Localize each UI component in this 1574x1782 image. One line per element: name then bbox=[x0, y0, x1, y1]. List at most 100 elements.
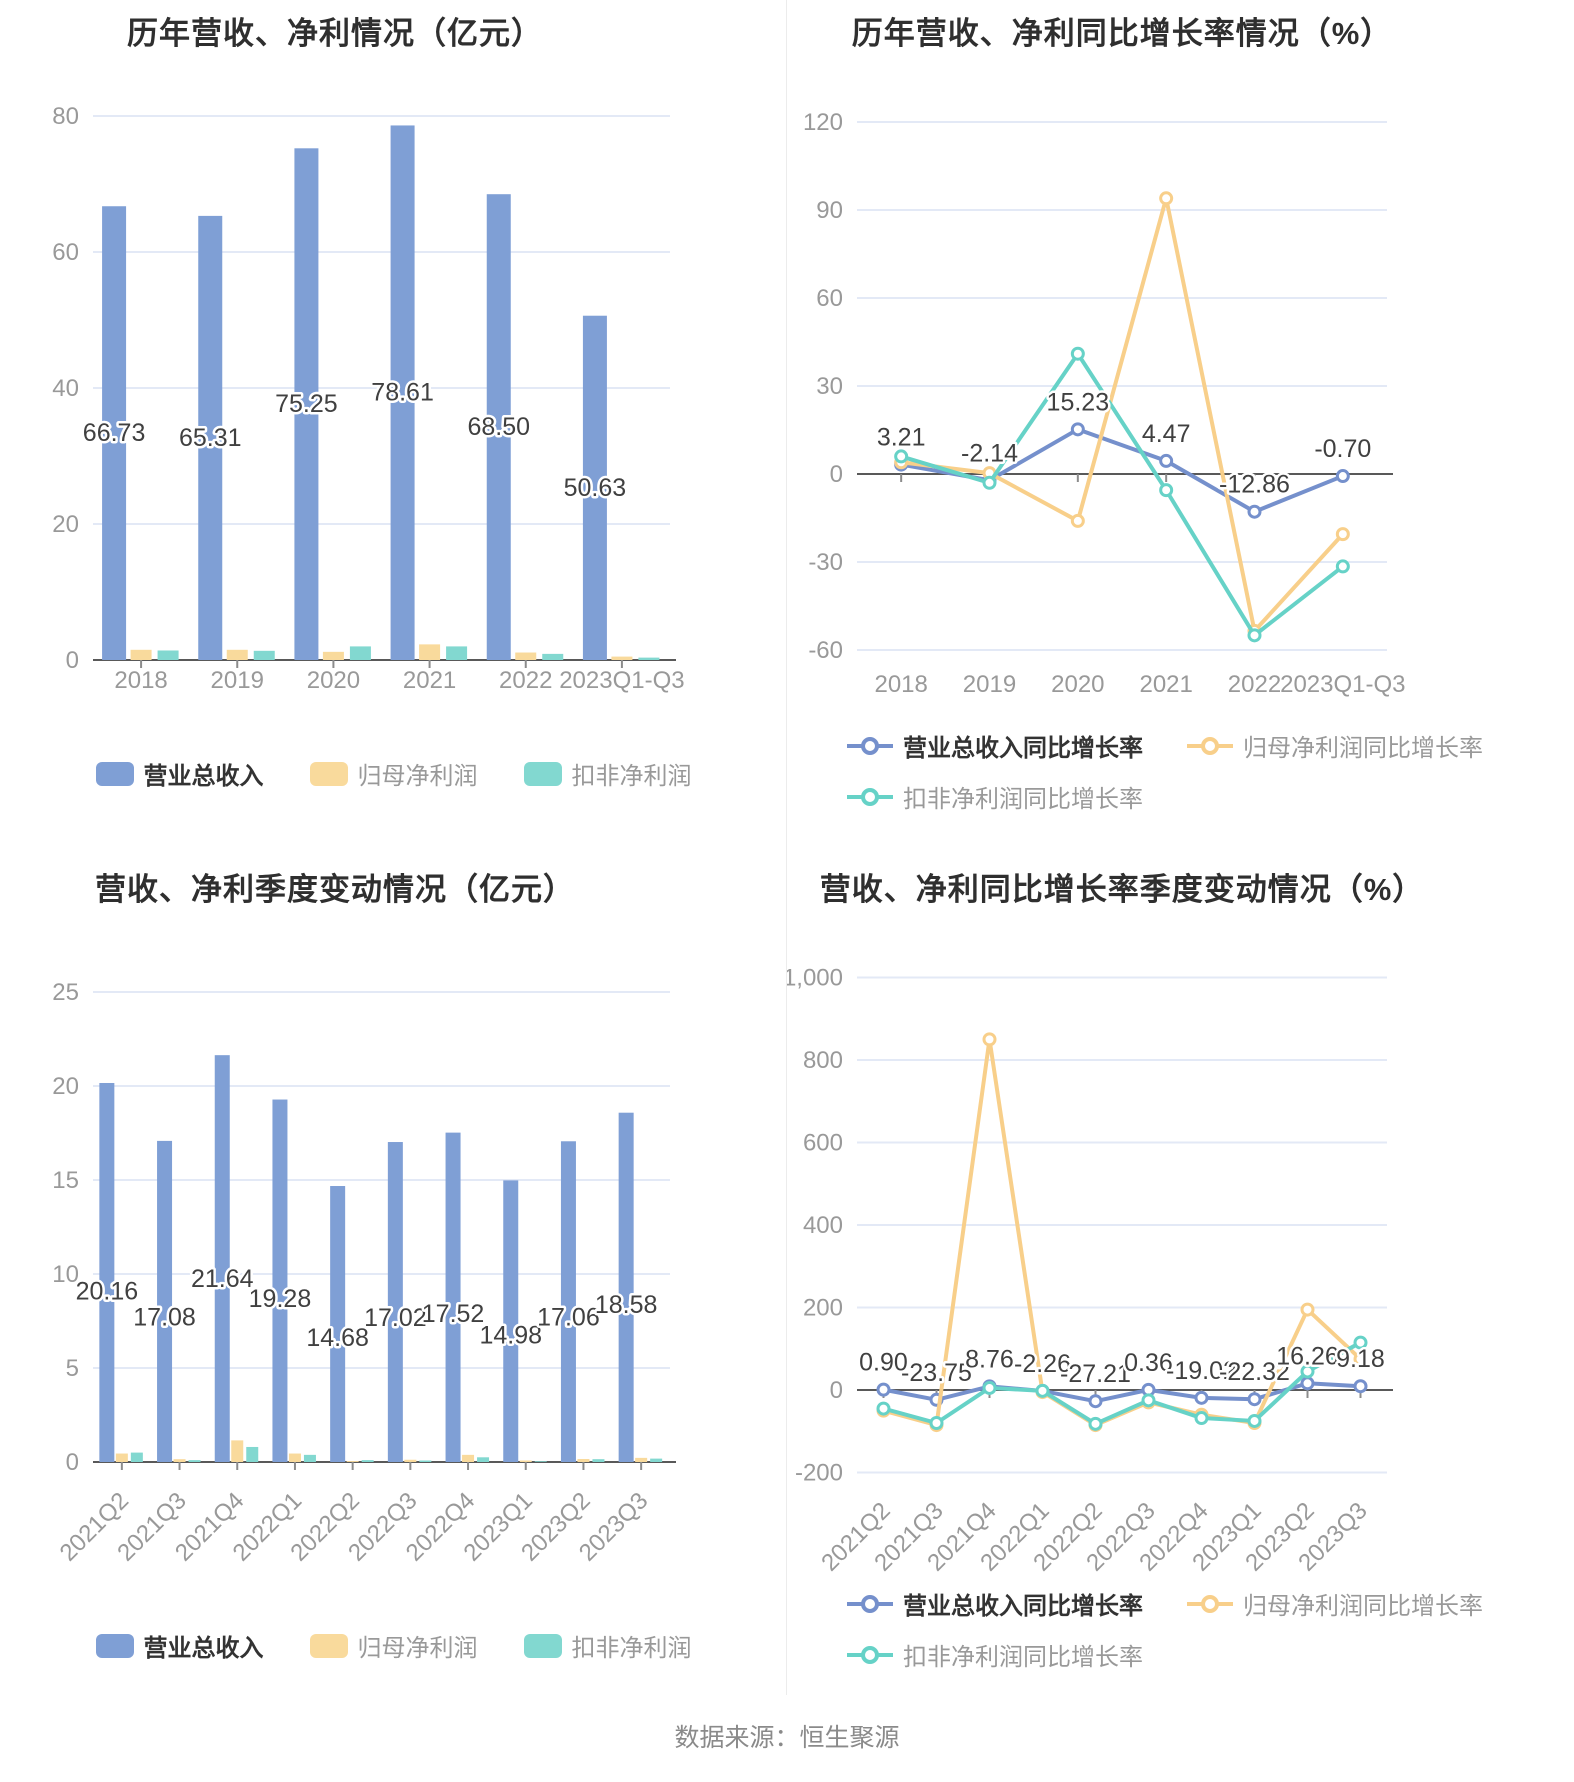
annual-growth-chart: -60 -30 0 30 60 90 120 2018 2019 2020 2021 20222023… bbox=[803, 109, 1406, 698]
deducted-profit-swatch-icon bbox=[523, 1633, 562, 1658]
svg-text:20: 20 bbox=[52, 511, 79, 538]
net-profit-growth-line-marker-icon bbox=[1187, 736, 1233, 756]
legend-label: 归母净利润同比增长率 bbox=[1243, 735, 1483, 762]
legend-row: 扣非净利润同比增长率 bbox=[847, 779, 1547, 814]
svg-text:2020: 2020 bbox=[307, 667, 360, 694]
svg-text:0.36: 0.36 bbox=[1124, 1349, 1173, 1377]
deducted-profit-growth-line-marker-icon bbox=[847, 787, 893, 807]
legend-label: 归母净利润同比增长率 bbox=[1243, 1593, 1483, 1620]
quarterly-values-title: 营收、净利季度变动情况（亿元） bbox=[95, 872, 575, 907]
annual-values-title: 历年营收、净利情况（亿元） bbox=[127, 16, 543, 51]
legend-item-total-revenue-growth[interactable]: 营业总收入同比增长率 bbox=[847, 1586, 1143, 1621]
deducted-profit-growth-line-marker-icon bbox=[847, 1645, 893, 1665]
total-revenue-growth-line-marker-icon bbox=[847, 736, 893, 756]
svg-text:-2.14: -2.14 bbox=[961, 439, 1018, 467]
svg-text:30: 30 bbox=[816, 373, 843, 400]
svg-text:-27.21: -27.21 bbox=[1060, 1360, 1131, 1388]
svg-text:2019: 2019 bbox=[211, 667, 264, 694]
svg-text:19.28: 19.28 bbox=[249, 1285, 312, 1313]
svg-text:0: 0 bbox=[66, 647, 79, 674]
legend-label: 营业总收入同比增长率 bbox=[903, 1593, 1143, 1620]
svg-text:-19.02: -19.02 bbox=[1166, 1357, 1237, 1385]
legend-item-deducted-profit-growth[interactable]: 扣非净利润同比增长率 bbox=[847, 779, 1143, 814]
total-revenue-swatch-icon bbox=[95, 761, 134, 786]
svg-text:20: 20 bbox=[52, 1073, 79, 1100]
svg-text:15.23: 15.23 bbox=[1047, 388, 1110, 416]
quarterly-growth-title: 营收、净利同比增长率季度变动情况（%） bbox=[819, 872, 1425, 907]
svg-text:0.90: 0.90 bbox=[859, 1349, 908, 1377]
svg-text:17.06: 17.06 bbox=[537, 1304, 600, 1332]
svg-text:600: 600 bbox=[803, 1130, 843, 1157]
svg-text:90: 90 bbox=[816, 197, 843, 224]
legend-item-net-profit-growth[interactable]: 归母净利润同比增长率 bbox=[1187, 1586, 1483, 1621]
annual-values-chart: 0 20 40 60 80 2018 2019 2020 2021 2022 2023Q1-Q3 66… bbox=[52, 103, 684, 694]
quarterly-values-legend: 营业总收入 归母净利润 扣非净利润 bbox=[95, 1628, 692, 1663]
svg-text:17.52: 17.52 bbox=[422, 1300, 485, 1328]
quarterly-growth-legend: 营业总收入同比增长率 归母净利润同比增长率扣非净利润同比增长率 bbox=[847, 1586, 1547, 1672]
legend-item-net-profit[interactable]: 归母净利润 bbox=[309, 1628, 478, 1663]
svg-text:14.98: 14.98 bbox=[479, 1321, 542, 1349]
data-source: 数据来源：恒生聚源 bbox=[674, 1724, 900, 1752]
legend-item-total-revenue[interactable]: 营业总收入 bbox=[95, 1628, 264, 1663]
annual-growth-legend: 营业总收入同比增长率 归母净利润同比增长率扣非净利润同比增长率 bbox=[847, 728, 1547, 814]
svg-text:1,000: 1,000 bbox=[787, 965, 843, 992]
legend-item-total-revenue-growth[interactable]: 营业总收入同比增长率 bbox=[847, 728, 1143, 763]
panel-quarterly-growth: 营收、净利同比增长率季度变动情况（%） -200 0 200 400 600 800 1,0… bbox=[787, 830, 1574, 1695]
legend-item-net-profit-growth[interactable]: 归母净利润同比增长率 bbox=[1187, 728, 1483, 763]
svg-text:75.25: 75.25 bbox=[275, 390, 338, 418]
legend-item-deducted-profit[interactable]: 扣非净利润 bbox=[523, 756, 692, 791]
legend-item-total-revenue[interactable]: 营业总收入 bbox=[95, 756, 264, 791]
svg-text:-23.75: -23.75 bbox=[901, 1359, 972, 1387]
legend-row: 营业总收入同比增长率 归母净利润同比增长率 bbox=[847, 728, 1547, 763]
svg-text:2021: 2021 bbox=[403, 667, 456, 694]
svg-text:2020: 2020 bbox=[1051, 671, 1104, 698]
svg-text:8.76: 8.76 bbox=[965, 1345, 1014, 1373]
svg-text:18.58: 18.58 bbox=[595, 1291, 658, 1319]
svg-text:-12.86: -12.86 bbox=[1219, 471, 1290, 499]
svg-text:50.63: 50.63 bbox=[564, 474, 627, 502]
svg-text:-22.32: -22.32 bbox=[1219, 1358, 1290, 1386]
svg-text:15: 15 bbox=[52, 1167, 79, 1194]
legend-label: 扣非净利润同比增长率 bbox=[903, 786, 1143, 813]
legend-item-deducted-profit-growth[interactable]: 扣非净利润同比增长率 bbox=[847, 1637, 1143, 1672]
quarterly-growth-chart: -20002004006008001,0002021Q22021Q32021Q4… bbox=[787, 965, 1393, 1577]
svg-text:-200: -200 bbox=[795, 1460, 843, 1487]
svg-text:3.21: 3.21 bbox=[877, 424, 926, 452]
legend-label: 归母净利润 bbox=[357, 763, 478, 790]
svg-text:800: 800 bbox=[803, 1047, 843, 1074]
svg-text:21.64: 21.64 bbox=[191, 1265, 254, 1293]
svg-text:2018: 2018 bbox=[114, 667, 167, 694]
net-profit-growth-line-marker-icon bbox=[1187, 1594, 1233, 1614]
svg-text:17.02: 17.02 bbox=[364, 1304, 427, 1332]
annual-growth-title: 历年营收、净利同比增长率情况（%） bbox=[851, 16, 1393, 51]
svg-text:4.47: 4.47 bbox=[1142, 420, 1191, 448]
legend-label: 归母净利润 bbox=[357, 1635, 478, 1662]
legend-row: 扣非净利润同比增长率 bbox=[847, 1637, 1547, 1672]
legend-label: 扣非净利润 bbox=[571, 763, 692, 790]
svg-text:-30: -30 bbox=[808, 549, 843, 576]
svg-text:14.68: 14.68 bbox=[306, 1324, 369, 1352]
legend-item-net-profit[interactable]: 归母净利润 bbox=[309, 756, 478, 791]
svg-text:16.26: 16.26 bbox=[1276, 1342, 1339, 1370]
svg-text:0: 0 bbox=[830, 461, 843, 488]
svg-text:40: 40 bbox=[52, 375, 79, 402]
annual-values-legend: 营业总收入 归母净利润 扣非净利润 bbox=[95, 756, 692, 791]
panel-quarterly-values: 营收、净利季度变动情况（亿元） 0 5 10 15 20 25 2021Q2 2021Q3 20… bbox=[0, 830, 787, 1695]
legend-label: 扣非净利润同比增长率 bbox=[903, 1644, 1143, 1671]
legend-label: 营业总收入 bbox=[143, 763, 264, 790]
svg-text:66.73: 66.73 bbox=[83, 419, 146, 447]
legend-label: 营业总收入同比增长率 bbox=[903, 735, 1143, 762]
legend-label: 营业总收入 bbox=[143, 1635, 264, 1662]
legend-item-deducted-profit[interactable]: 扣非净利润 bbox=[523, 1628, 692, 1663]
total-revenue-growth-line-marker-icon bbox=[847, 1594, 893, 1614]
svg-text:68.50: 68.50 bbox=[467, 413, 530, 441]
svg-text:2022: 2022 bbox=[499, 667, 552, 694]
svg-text:0: 0 bbox=[830, 1377, 843, 1404]
svg-text:2022: 2022 bbox=[1228, 671, 1281, 698]
svg-text:25: 25 bbox=[52, 979, 79, 1006]
panel-annual-growth: 历年营收、净利同比增长率情况（%） -60 -30 0 30 60 90 120 2018 20… bbox=[787, 0, 1574, 830]
svg-text:2019: 2019 bbox=[963, 671, 1016, 698]
svg-text:-60: -60 bbox=[808, 637, 843, 664]
svg-text:-2.26: -2.26 bbox=[1014, 1350, 1071, 1378]
